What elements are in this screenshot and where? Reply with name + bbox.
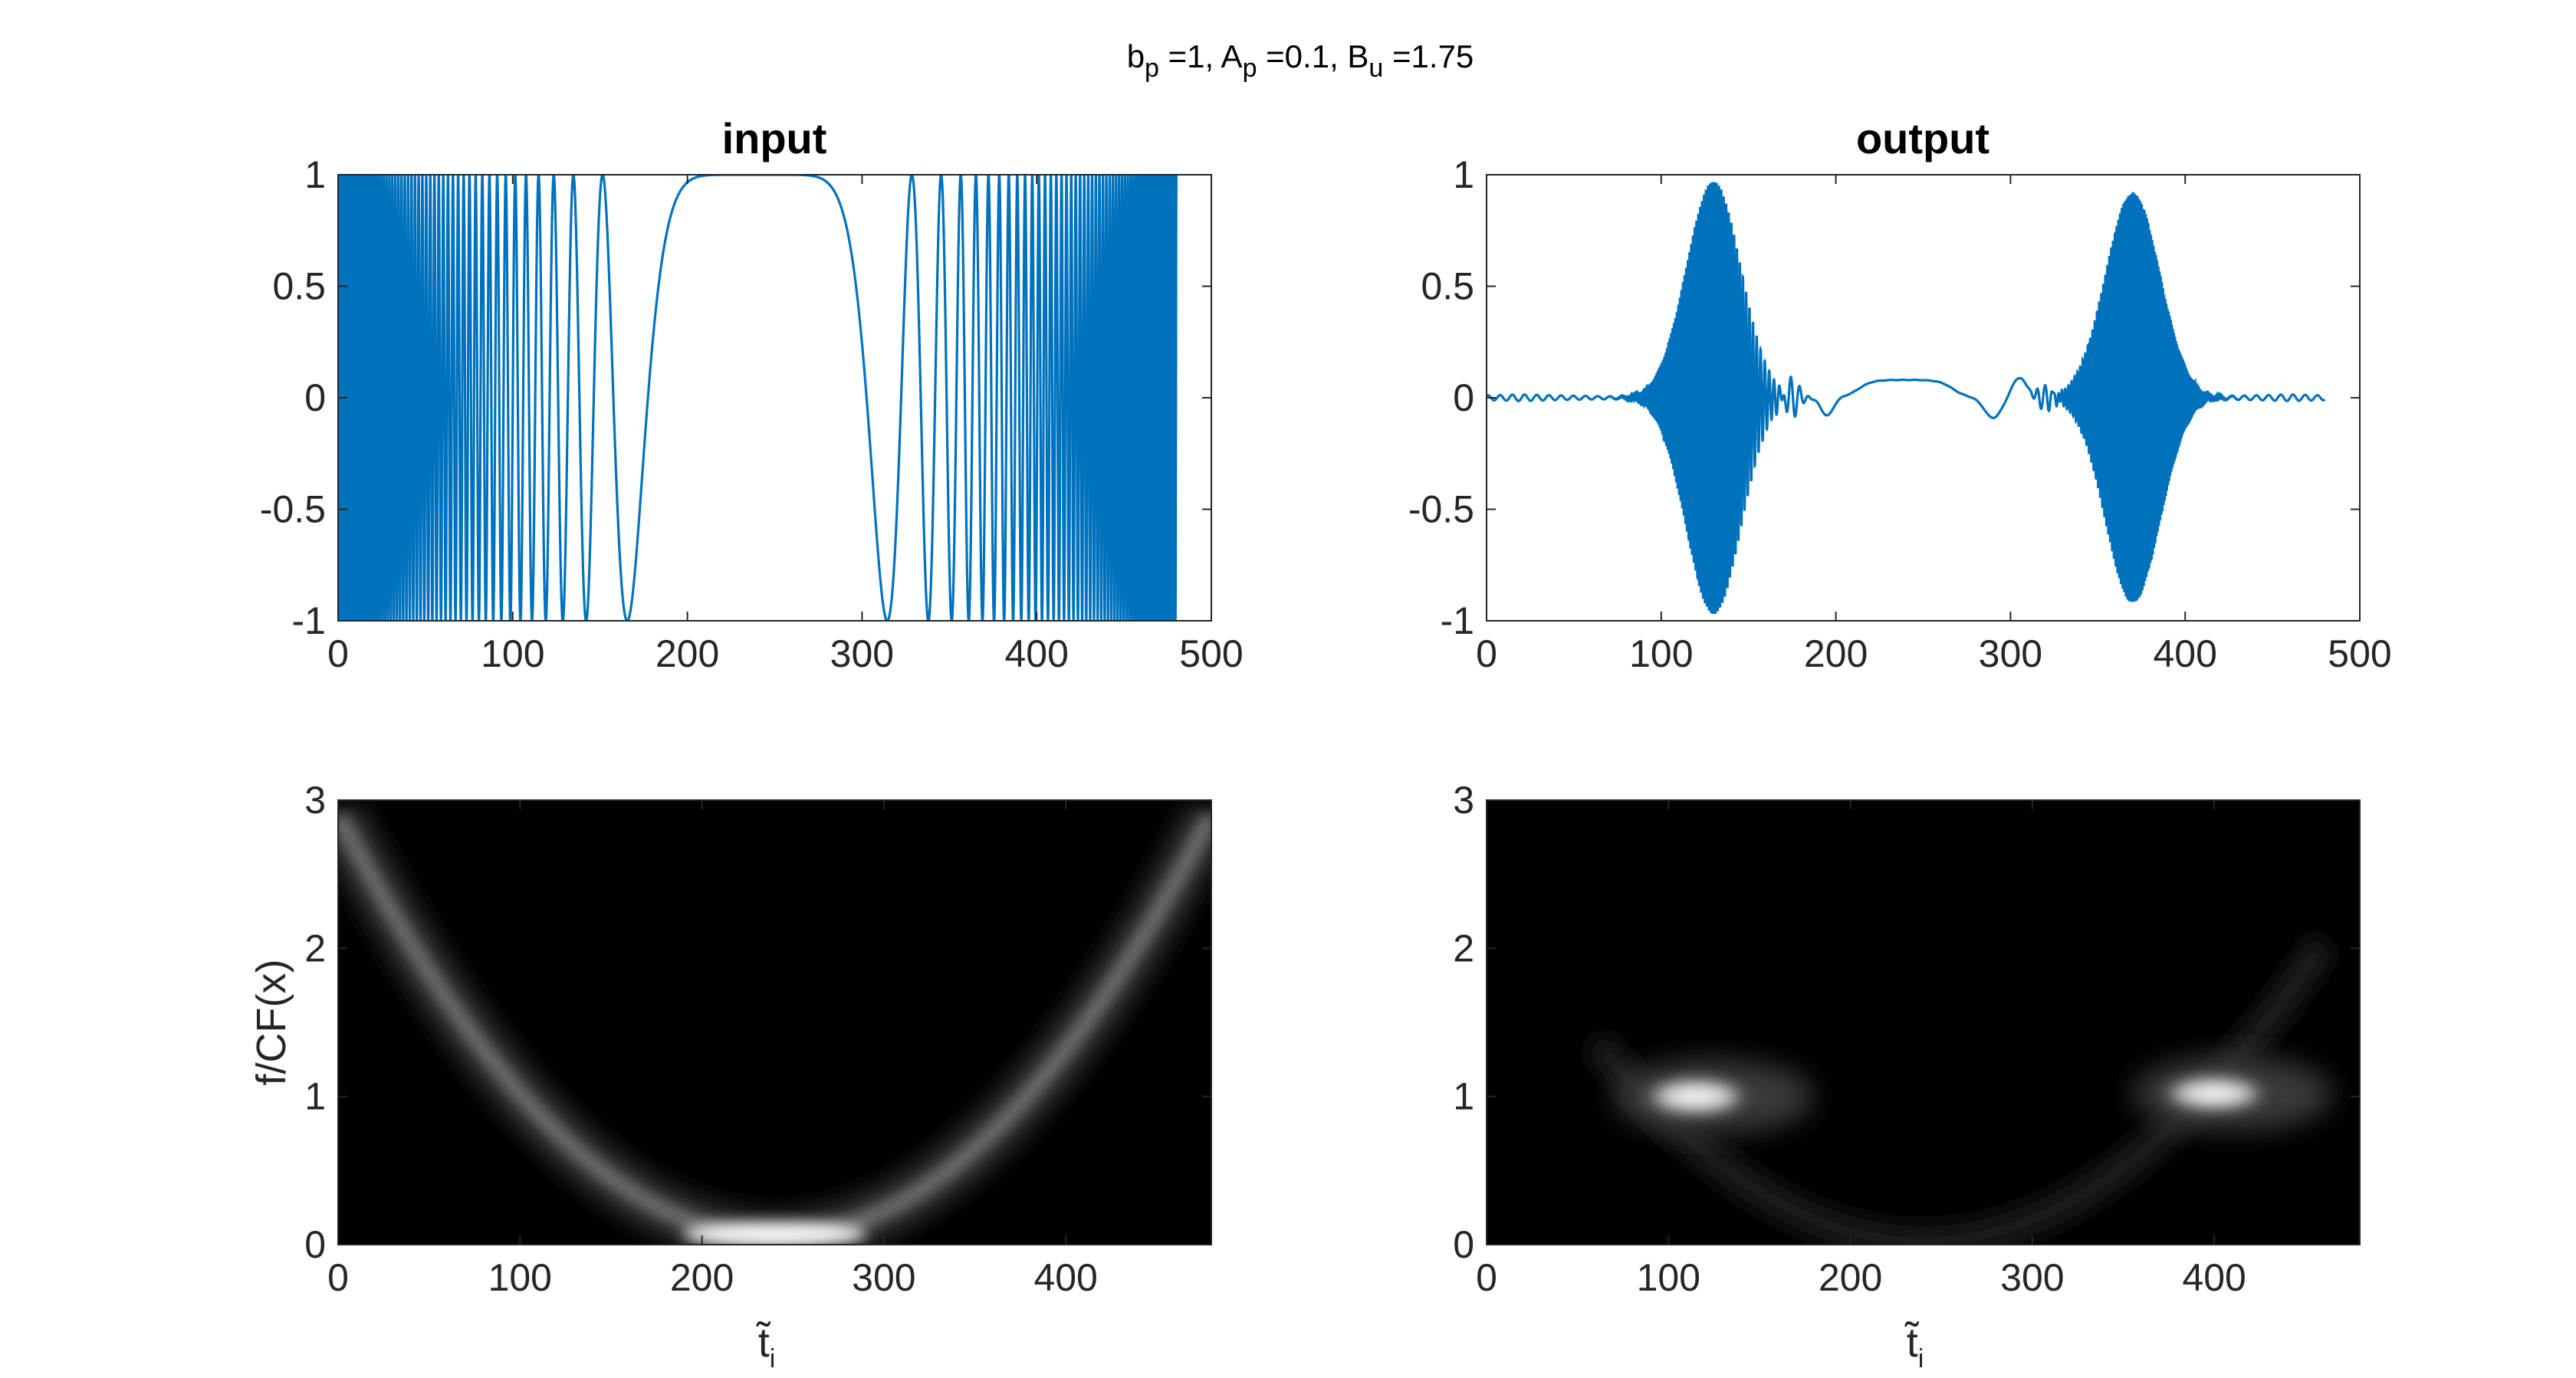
ytick-label: 0.5 <box>272 265 326 308</box>
xtick-label: 200 <box>656 632 719 675</box>
xtick-label: 100 <box>488 1256 552 1299</box>
xtick-label: 400 <box>2153 632 2216 675</box>
xtick-label: 200 <box>1804 632 1868 675</box>
xtick-label: 400 <box>2182 1256 2246 1299</box>
xlabel-spectrogram-input: t̃i <box>756 1320 775 1373</box>
xlabel-spectrogram-output: t̃i <box>1904 1320 1924 1373</box>
super-title: bp =1, Ap =0.1, Bu =1.75 <box>1127 38 1474 83</box>
xtick-label: 0 <box>1476 1256 1497 1299</box>
ticks-spectrogram-output: 0 100 200 300 400 0 1 2 3 <box>1453 779 2360 1299</box>
panel-title-output: output <box>1856 114 1990 162</box>
xtick-label: 500 <box>1179 632 1243 675</box>
ytick-label: 1 <box>1453 1075 1474 1118</box>
ylabel-spectrogram-input: f/CF(x) <box>248 960 294 1086</box>
xtick-label: 200 <box>670 1256 734 1299</box>
xtick-label: 400 <box>1033 1256 1097 1299</box>
heatmap-ridge-bright-spot <box>682 1222 867 1245</box>
ytick-label: 1 <box>304 1075 326 1118</box>
xtick-label: 400 <box>1004 632 1068 675</box>
input-signal-line <box>338 175 1178 621</box>
ytick-label: 3 <box>304 779 326 822</box>
ytick-label: 0 <box>1453 376 1474 419</box>
ytick-label: 2 <box>1453 927 1474 970</box>
xtick-label: 300 <box>1979 632 2042 675</box>
heatmap-blob-2 <box>2153 1071 2276 1115</box>
xtick-label: 300 <box>830 632 894 675</box>
ytick-label: 0 <box>1453 1223 1474 1266</box>
ticks-spectrogram-input: 0 100 200 300 400 0 1 2 3 <box>304 779 1211 1299</box>
ytick-label: 1 <box>1453 153 1474 196</box>
xtick-label: 100 <box>481 632 544 675</box>
heatmap-blob-1 <box>1634 1073 1757 1120</box>
axes-box-spectrogram-output <box>1486 799 2361 1245</box>
ytick-label: -0.5 <box>1408 488 1474 531</box>
output-signal-line <box>1487 182 2326 615</box>
ytick-label: -1 <box>1441 599 1474 642</box>
axes-box-spectrogram-input <box>337 799 1212 1245</box>
xtick-label: 100 <box>1637 1256 1700 1299</box>
panel-output: 0 100 200 300 400 500 -1 -0.5 0 0.5 1 output <box>1408 114 2392 675</box>
ticks-input: 0 100 200 300 400 500 -1 -0.5 0 0.5 1 <box>260 153 1244 675</box>
xtick-label: 0 <box>327 1256 349 1299</box>
ytick-label: -1 <box>292 599 326 642</box>
xtick-label: 100 <box>1629 632 1693 675</box>
ticks-output: 0 100 200 300 400 500 -1 -0.5 0 0.5 1 <box>1408 153 2392 675</box>
ytick-label: 3 <box>1453 779 1474 822</box>
ytick-label: -0.5 <box>260 488 326 531</box>
xtick-label: 300 <box>2000 1256 2064 1299</box>
ytick-label: 0.5 <box>1421 265 1474 308</box>
ytick-label: 2 <box>304 927 326 970</box>
panel-title-input: input <box>722 114 827 162</box>
xtick-label: 500 <box>2328 632 2391 675</box>
ytick-label: 0 <box>304 376 326 419</box>
panel-spectrogram-input: 0 100 200 300 400 0 1 2 3 f/CF(x) t̃i <box>248 779 1212 1373</box>
xtick-label: 200 <box>1819 1256 1882 1299</box>
panel-spectrogram-output: 0 100 200 300 400 0 1 2 3 t̃i <box>1453 779 2361 1373</box>
ytick-label: 1 <box>304 153 326 196</box>
panel-input: 0 100 200 300 400 500 -1 -0.5 0 0.5 1 input <box>260 114 1244 675</box>
heatmap-background-output <box>1487 800 2360 1245</box>
xtick-label: 0 <box>327 632 349 675</box>
xtick-label: 300 <box>852 1256 915 1299</box>
xtick-label: 0 <box>1476 632 1497 675</box>
ytick-label: 0 <box>304 1223 326 1266</box>
